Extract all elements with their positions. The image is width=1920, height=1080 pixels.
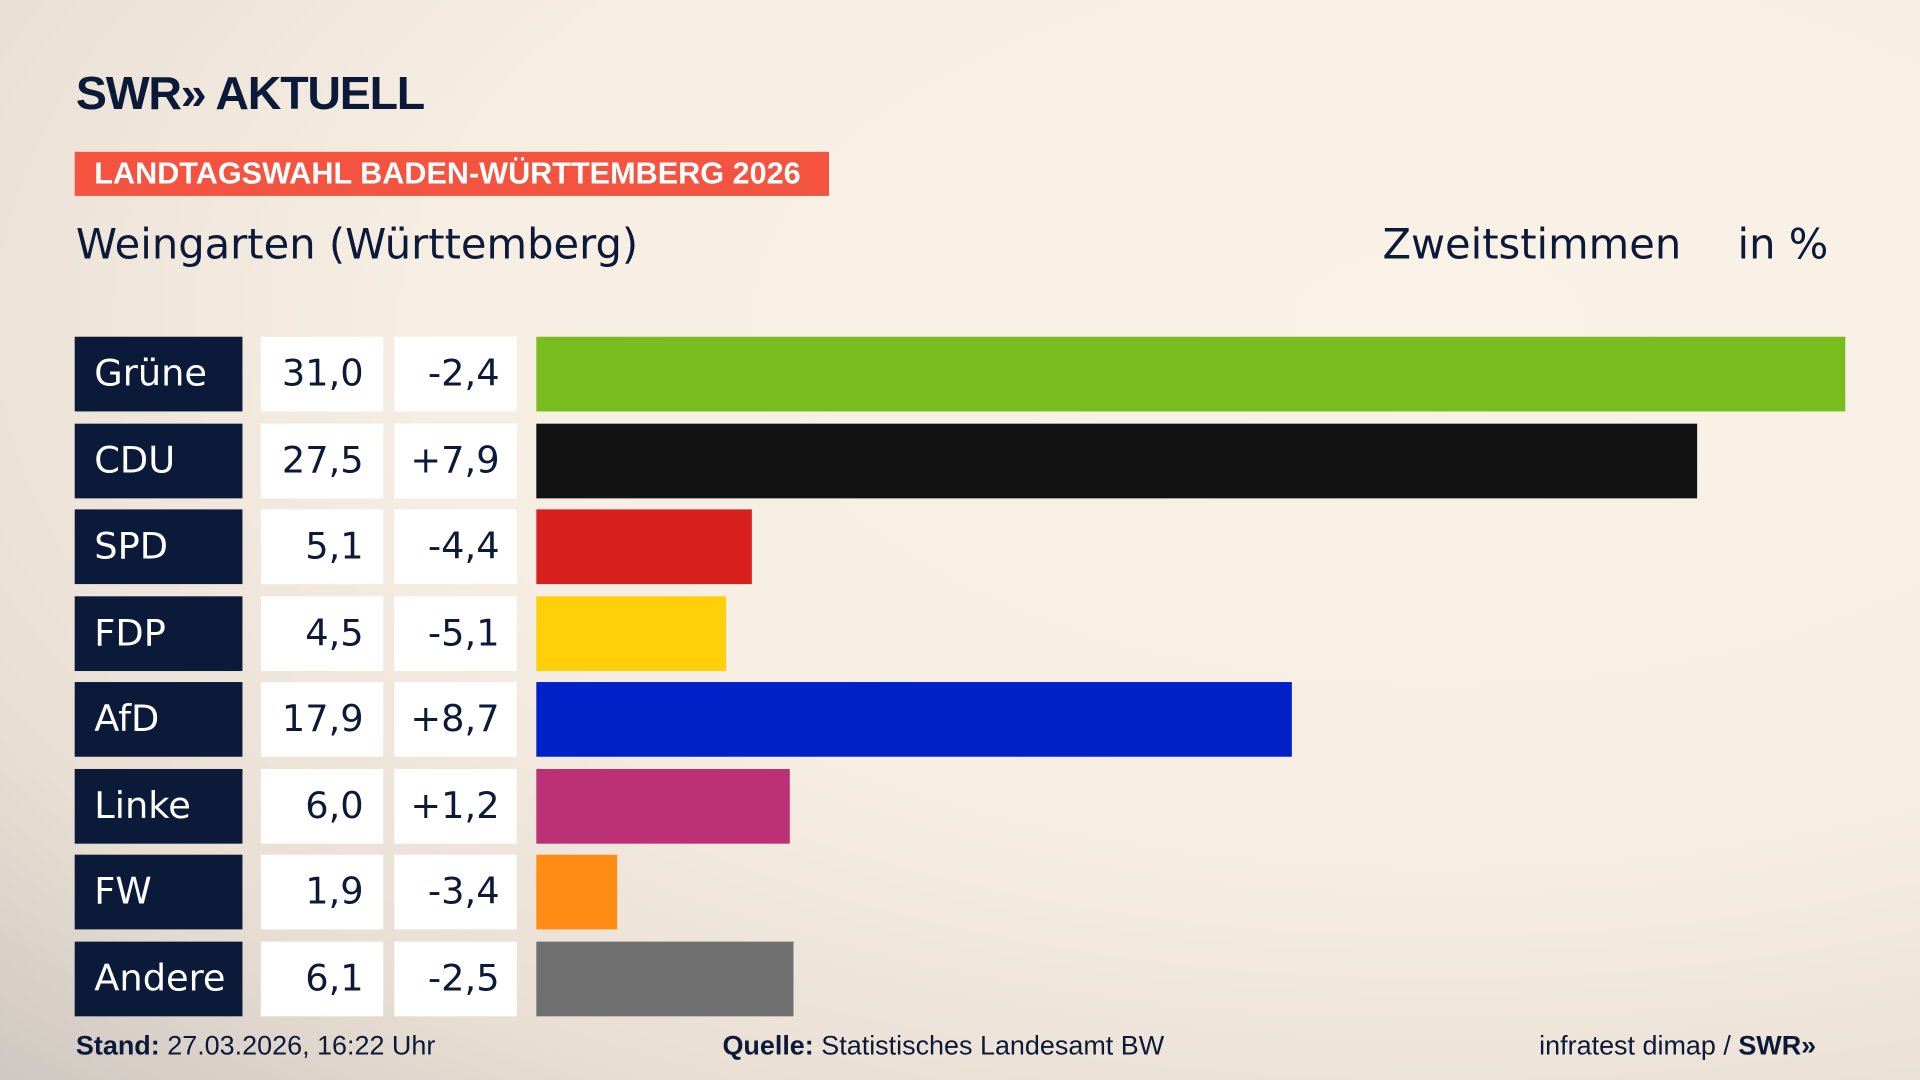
bar (536, 682, 1293, 757)
change-label: -3,4 (394, 854, 517, 930)
bar (536, 768, 790, 844)
swr-aktuell-logo: SWR» AKTUELL (75, 68, 425, 121)
change-label: +7,9 (394, 423, 517, 498)
value-label: 5,1 (260, 509, 384, 585)
change-label: -2,4 (394, 336, 517, 412)
bar (536, 595, 727, 671)
bar (536, 941, 794, 1016)
bar (536, 423, 1698, 498)
party-label: Linke (74, 768, 243, 844)
credit-text: infratest dimap / (1539, 1029, 1739, 1061)
bar (536, 509, 752, 585)
change-label: +1,2 (394, 768, 517, 844)
source-label: Quelle: (722, 1029, 814, 1061)
source-value: Statistisches Landesamt BW (821, 1029, 1165, 1061)
bar (536, 336, 1846, 412)
party-label: FW (74, 854, 243, 930)
value-label: 27,5 (260, 423, 384, 498)
source: Quelle: Statistisches Landesamt BW (722, 1030, 1164, 1062)
value-label: 17,9 (260, 682, 384, 757)
party-label: CDU (74, 423, 243, 498)
change-label: -5,1 (394, 595, 517, 671)
stand-label: Stand: (75, 1029, 160, 1061)
unit-label: in % (1737, 220, 1829, 270)
party-label: Grüne (74, 336, 243, 412)
party-label: FDP (74, 595, 243, 671)
election-tag: LANDTAGSWAHL BADEN-WÜRTTEMBERG 2026 (74, 151, 829, 196)
credit: infratest dimap / SWR» (1539, 1030, 1816, 1062)
vote-type: Zweitstimmen (1382, 220, 1682, 270)
party-label: SPD (74, 509, 243, 585)
value-label: 6,1 (260, 941, 384, 1016)
bar (536, 854, 617, 930)
region-title: Weingarten (Württemberg) (75, 220, 639, 270)
value-label: 6,0 (260, 768, 384, 844)
change-label: +8,7 (394, 682, 517, 757)
party-label: AfD (74, 682, 243, 757)
value-label: 31,0 (260, 336, 384, 412)
timestamp: Stand: 27.03.2026, 16:22 Uhr (76, 1030, 435, 1062)
change-label: -4,4 (394, 509, 517, 585)
change-label: -2,5 (394, 941, 517, 1016)
stand-value: 27.03.2026, 16:22 Uhr (167, 1029, 436, 1061)
value-label: 4,5 (260, 595, 384, 671)
swr-logo: SWR» (1738, 1029, 1817, 1061)
value-label: 1,9 (260, 854, 384, 930)
party-label: Andere (74, 941, 243, 1016)
